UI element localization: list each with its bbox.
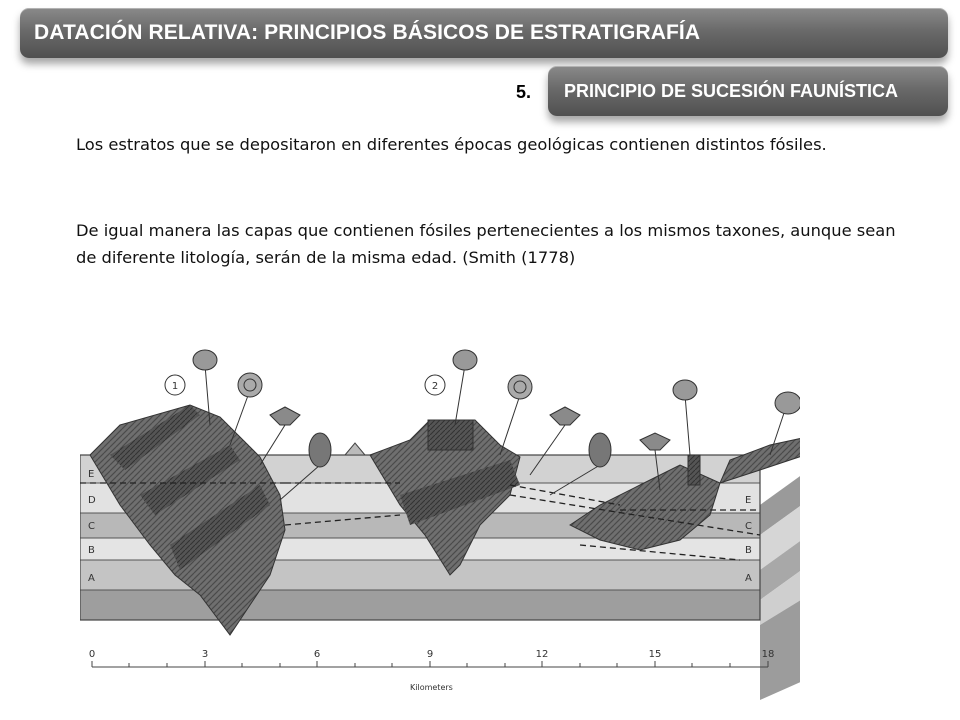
layer-label-b-left: B (88, 545, 95, 556)
page-title: DATACIÓN RELATIVA: PRINCIPIOS BÁSICOS DE… (34, 21, 701, 44)
block-side-face (760, 476, 800, 700)
layer-label-e-right: E (745, 495, 751, 506)
scale-tick-12: 12 (536, 649, 549, 660)
layer-label-d-left: D (88, 495, 96, 506)
title-banner: DATACIÓN RELATIVA: PRINCIPIOS BÁSICOS DE… (20, 8, 948, 58)
scale-tick-3: 3 (202, 649, 208, 660)
correlation-lines (80, 482, 761, 561)
layer-label-b-right: B (745, 545, 752, 556)
fossil-brachiopod-icon (192, 349, 800, 415)
paragraph-2: De igual manera las capas que contienen … (76, 221, 896, 267)
scale-tick-15: 15 (649, 649, 662, 660)
distance-scale: 0 3 6 9 12 15 18 Kilometers (89, 649, 775, 692)
site-1-outcrop (89, 404, 367, 636)
stratigraphy-diagram: 1 2 3 E D C B A E C B A 0 3 6 9 12 (80, 349, 800, 700)
layer-labels-right: E C B A (745, 495, 752, 584)
paragraph-1: Los estratos que se depositaron en difer… (76, 135, 827, 154)
site-2-label: 2 (432, 381, 438, 392)
section-number: 5. (516, 82, 532, 102)
fossil-ammonite-icon (237, 372, 533, 400)
fossil-callouts (204, 364, 786, 501)
layer-label-a-left: A (88, 573, 95, 584)
site-1-label: 1 (172, 381, 178, 392)
layer-label-e-left: E (88, 469, 94, 480)
scale-unit: Kilometers (410, 683, 453, 692)
site-2-outcrop (369, 419, 521, 576)
layer-labels-left: E D C B A (88, 469, 96, 584)
layer-label-c-left: C (88, 521, 95, 532)
scale-tick-0: 0 (89, 649, 95, 660)
site-markers: 1 2 3 (164, 374, 446, 396)
section-title: PRINCIPIO DE SUCESIÓN FAUNÍSTICA (564, 81, 899, 101)
scale-tick-18: 18 (762, 649, 775, 660)
layer-label-c-right: C (745, 521, 752, 532)
fossil-trilobite-icon (308, 432, 612, 468)
scale-tick-6: 6 (314, 649, 320, 660)
layer-label-a-right: A (745, 573, 752, 584)
site-3-outcrop (569, 438, 800, 551)
fossil-winged-brachiopod-icon (269, 406, 671, 451)
section-banner: PRINCIPIO DE SUCESIÓN FAUNÍSTICA (548, 66, 948, 116)
scale-tick-9: 9 (427, 649, 433, 660)
